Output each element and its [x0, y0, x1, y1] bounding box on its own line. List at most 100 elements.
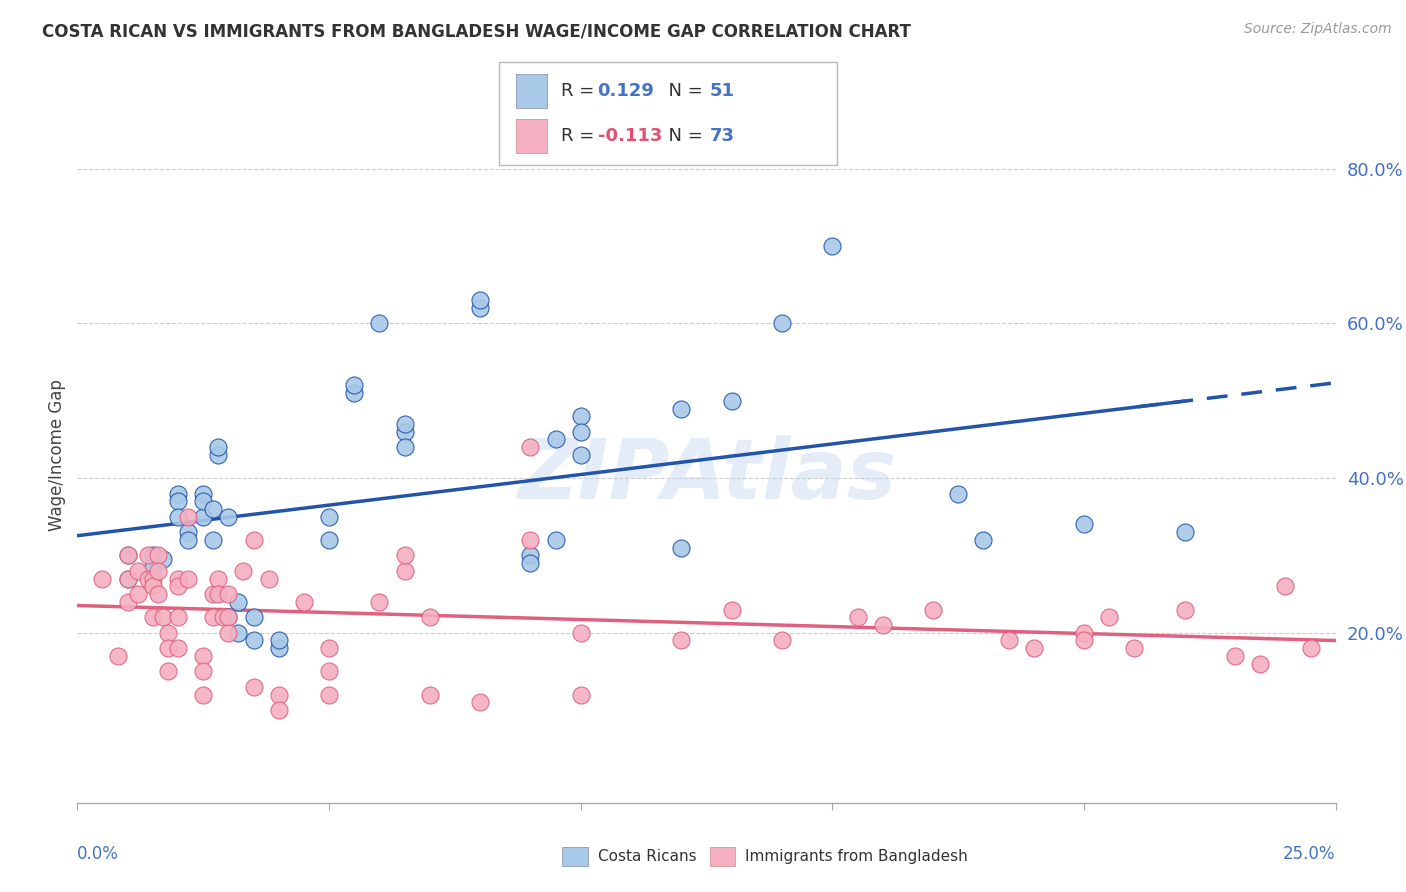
Point	[202, 502, 225, 516]
Point	[217, 625, 239, 640]
Point	[191, 494, 215, 508]
Point	[1073, 517, 1095, 532]
Point	[419, 610, 441, 624]
Point	[191, 648, 215, 663]
Point	[569, 688, 592, 702]
Point	[922, 602, 945, 616]
Point	[544, 533, 567, 547]
Point	[177, 572, 200, 586]
Point	[1022, 641, 1045, 656]
Text: N =: N =	[657, 82, 709, 100]
Point	[242, 680, 264, 694]
Point	[544, 433, 567, 447]
Point	[212, 610, 235, 624]
Text: R =: R =	[561, 128, 600, 145]
Point	[142, 610, 165, 624]
Point	[519, 556, 541, 570]
Point	[1274, 579, 1296, 593]
Point	[569, 409, 592, 424]
Point	[257, 572, 280, 586]
Point	[127, 564, 149, 578]
Point	[671, 633, 693, 648]
Point	[217, 610, 239, 624]
Point	[671, 541, 693, 555]
Text: 25.0%: 25.0%	[1284, 845, 1336, 863]
Point	[217, 587, 239, 601]
Point	[146, 587, 169, 601]
Point	[202, 533, 225, 547]
Point	[394, 549, 416, 563]
Point	[997, 633, 1019, 648]
Text: Immigrants from Bangladesh: Immigrants from Bangladesh	[745, 849, 967, 863]
Point	[202, 587, 225, 601]
Point	[292, 595, 315, 609]
Point	[368, 595, 391, 609]
Point	[1123, 641, 1146, 656]
Point	[468, 293, 491, 308]
Point	[343, 386, 366, 401]
Point	[1174, 525, 1197, 540]
Point	[267, 688, 290, 702]
Point	[207, 587, 229, 601]
Point	[202, 610, 225, 624]
Point	[152, 610, 174, 624]
Point	[468, 695, 491, 709]
Text: N =: N =	[657, 128, 709, 145]
Y-axis label: Wage/Income Gap: Wage/Income Gap	[48, 379, 66, 531]
Point	[1299, 641, 1322, 656]
Point	[519, 533, 541, 547]
Point	[207, 448, 229, 462]
Point	[142, 560, 165, 574]
Point	[142, 572, 165, 586]
Text: -0.113: -0.113	[598, 128, 662, 145]
Point	[242, 533, 264, 547]
Point	[167, 610, 190, 624]
Point	[343, 378, 366, 392]
Point	[846, 610, 869, 624]
Point	[821, 239, 844, 253]
Point	[136, 572, 159, 586]
Text: Costa Ricans: Costa Ricans	[598, 849, 696, 863]
Text: 0.0%: 0.0%	[77, 845, 120, 863]
Point	[569, 625, 592, 640]
Point	[152, 552, 174, 566]
Point	[207, 572, 229, 586]
Point	[394, 564, 416, 578]
Point	[117, 572, 139, 586]
Point	[156, 665, 179, 679]
Point	[1098, 610, 1121, 624]
Point	[394, 425, 416, 439]
Point	[394, 417, 416, 431]
Point	[770, 633, 793, 648]
Point	[267, 703, 290, 717]
Point	[117, 595, 139, 609]
Point	[671, 401, 693, 416]
Point	[394, 440, 416, 454]
Point	[1073, 625, 1095, 640]
Point	[267, 633, 290, 648]
Text: Source: ZipAtlas.com: Source: ZipAtlas.com	[1244, 22, 1392, 37]
Point	[177, 533, 200, 547]
Point	[267, 641, 290, 656]
Point	[468, 301, 491, 315]
Point	[167, 579, 190, 593]
Point	[127, 587, 149, 601]
Text: 51: 51	[710, 82, 735, 100]
Point	[228, 595, 250, 609]
Point	[207, 440, 229, 454]
Point	[191, 665, 215, 679]
Point	[318, 641, 340, 656]
Point	[1174, 602, 1197, 616]
Point	[117, 549, 139, 563]
Point	[177, 509, 200, 524]
Point	[569, 448, 592, 462]
Point	[191, 688, 215, 702]
Point	[872, 618, 894, 632]
Point	[142, 549, 165, 563]
Point	[167, 494, 190, 508]
Point	[136, 549, 159, 563]
Point	[242, 633, 264, 648]
Point	[167, 641, 190, 656]
Point	[720, 393, 742, 408]
Point	[368, 317, 391, 331]
